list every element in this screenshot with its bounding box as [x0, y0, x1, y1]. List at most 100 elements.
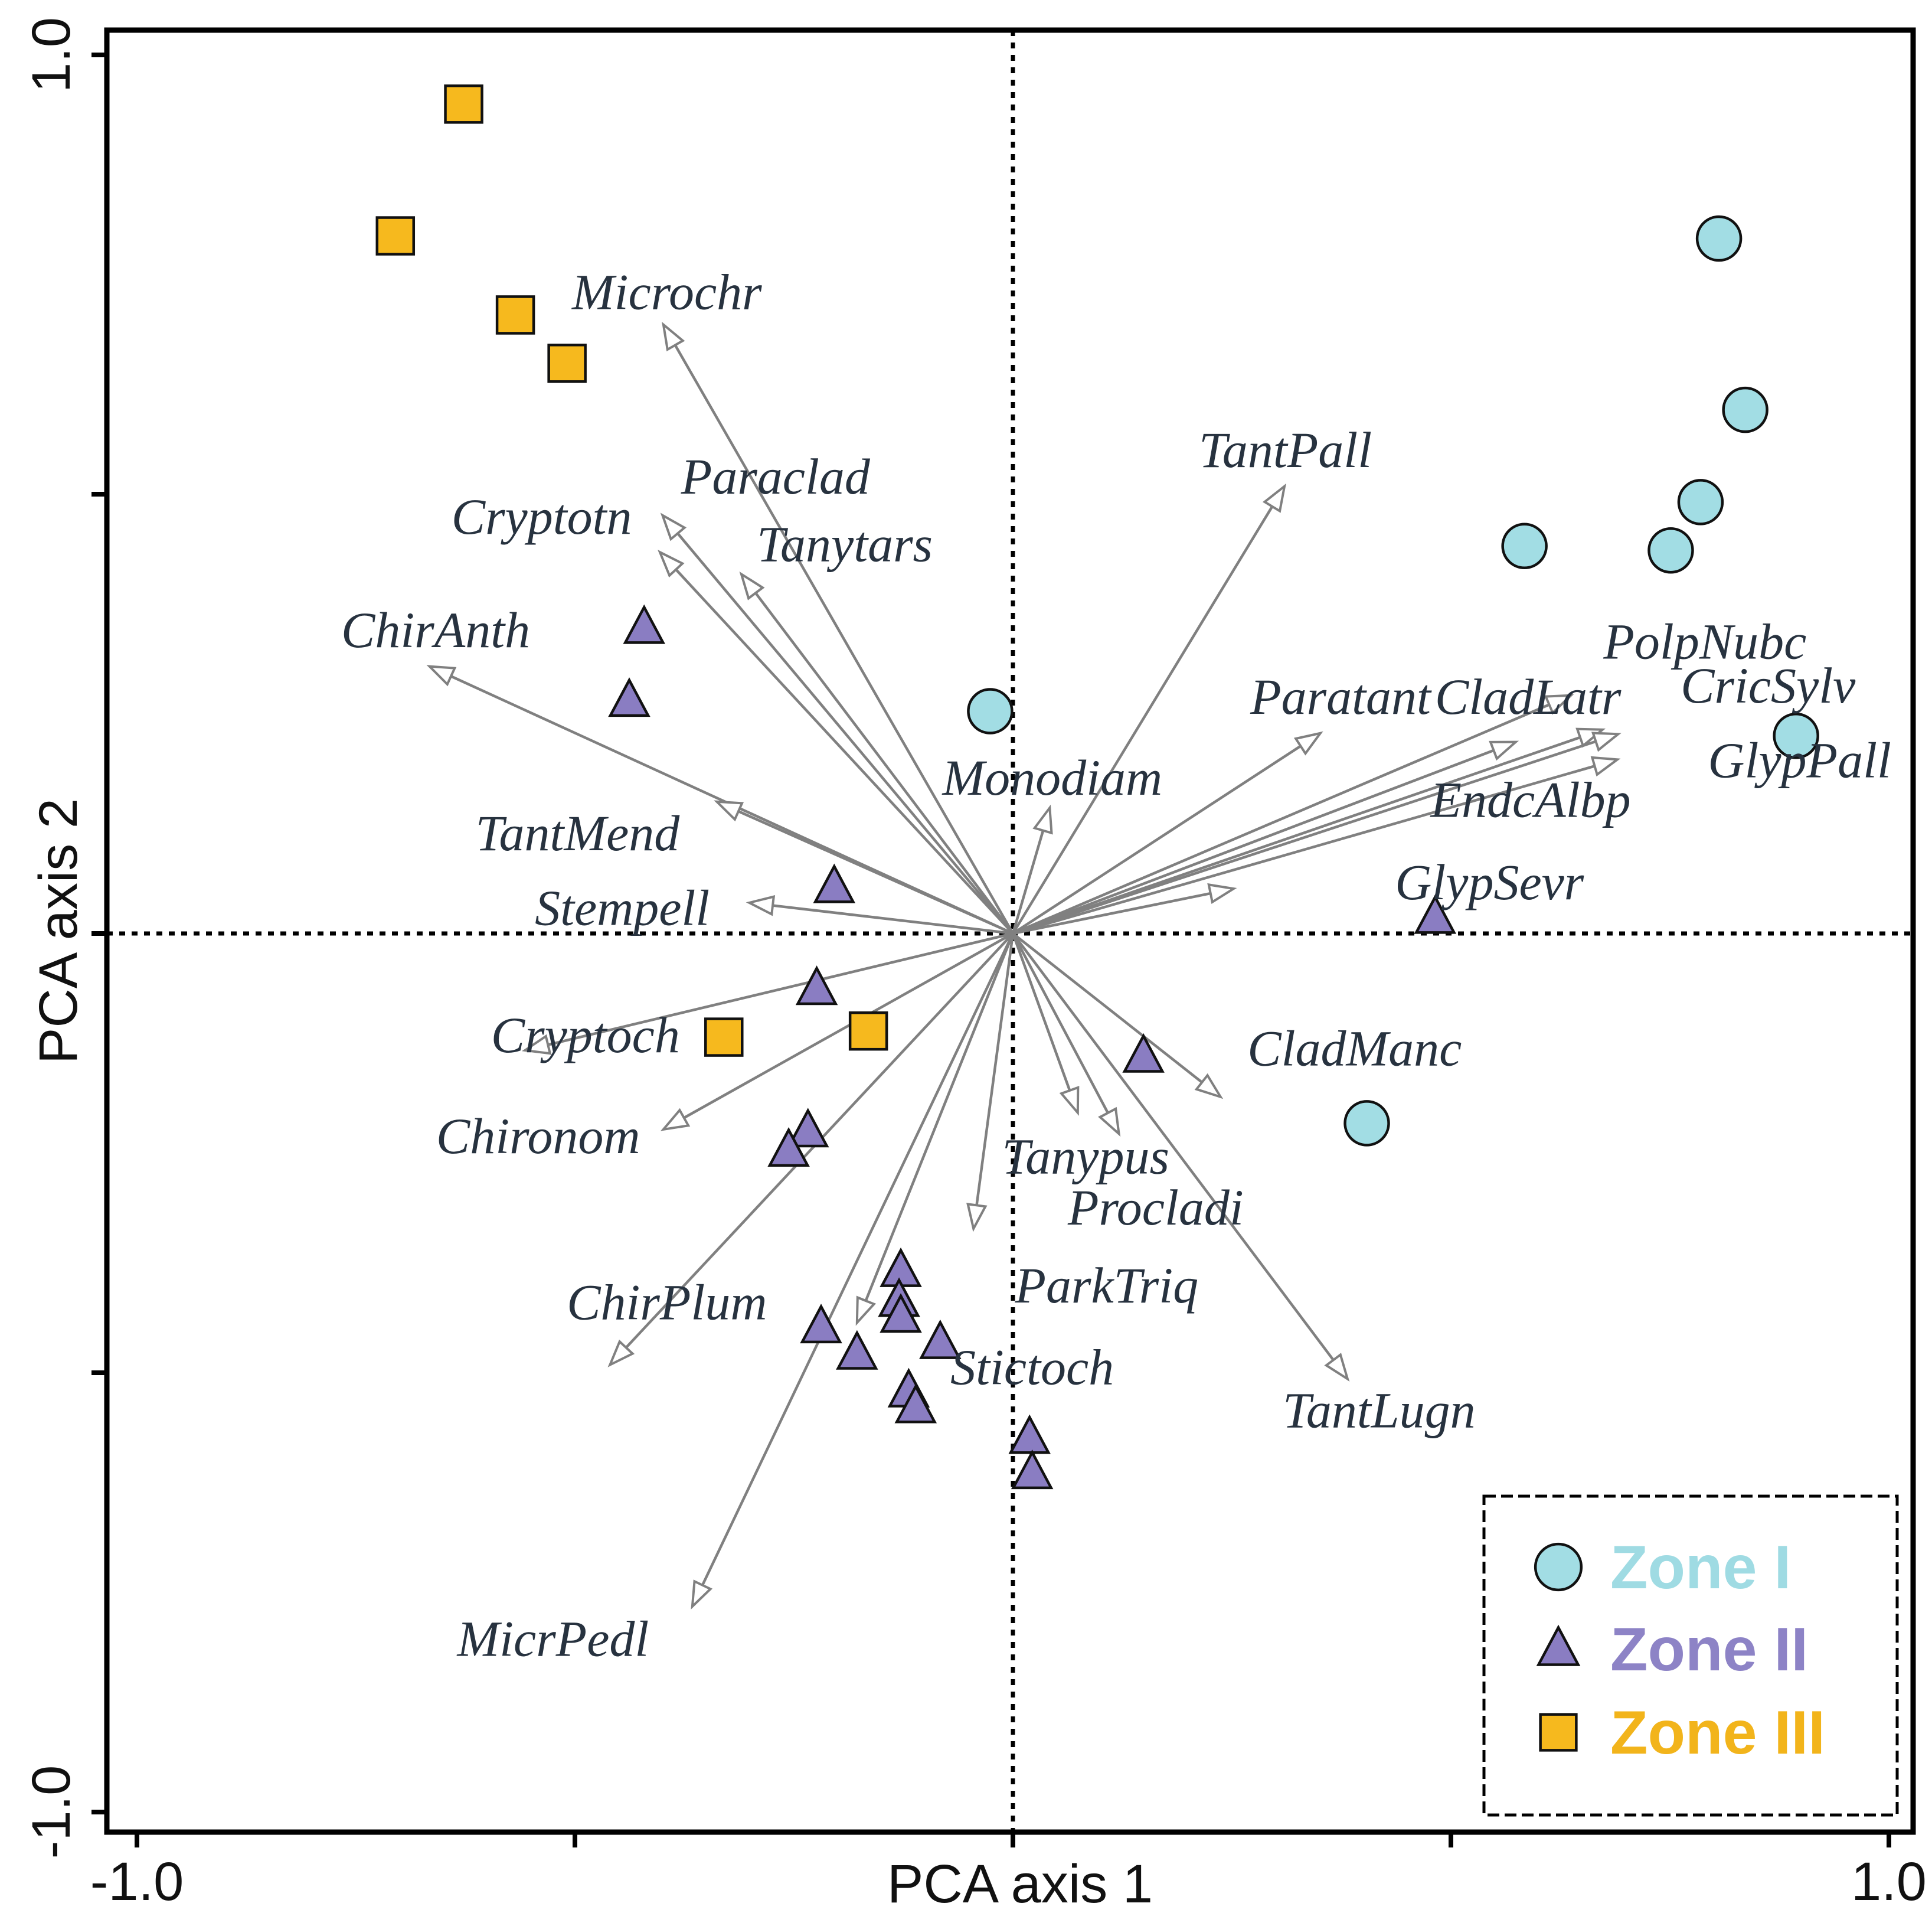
point-zone1-circle — [1695, 215, 1743, 262]
vector-polpnubc — [1012, 736, 1581, 935]
point-zone2-triangle — [1122, 1033, 1165, 1073]
point-zone2-triangle — [880, 1293, 922, 1333]
species-label-cryptoch: Cryptoch — [491, 1007, 680, 1063]
vector-paraclad — [676, 532, 1014, 935]
species-label-procladi: Procladi — [1067, 1179, 1244, 1236]
species-label-paratant: Paratant — [1250, 668, 1432, 725]
vector-head-tantlugn — [1324, 1353, 1350, 1382]
species-vectors — [426, 321, 1622, 1610]
species-label-cladmanc: CladManc — [1247, 1020, 1462, 1076]
x-axis-title: PCA axis 1 — [887, 1854, 1153, 1914]
species-label-tanytars: Tanytars — [757, 515, 933, 572]
point-zone2-triangle — [919, 1319, 962, 1359]
vector-cladlatr — [1012, 703, 1550, 935]
species-label-paraclad: Paraclad — [681, 448, 871, 505]
point-zone1-circle — [1677, 479, 1724, 525]
vector-cladmanc — [1012, 932, 1203, 1083]
species-label-chironom: Chironom — [436, 1108, 640, 1164]
vector-micrpedl — [701, 933, 1015, 1586]
vector-parktriq — [975, 933, 1015, 1206]
species-label-tanypus: Tanypus — [1002, 1128, 1169, 1184]
vector-head-glyppall — [1590, 756, 1621, 777]
vector-head-endcalbp — [1489, 740, 1519, 761]
vector-paratant — [1012, 745, 1302, 935]
species-labels: Microchr Paraclad Cryptotn Tanytars ChirAnth… — [341, 263, 1891, 1667]
vector-tanytars — [754, 592, 1014, 935]
point-zone3-square — [495, 295, 535, 335]
vector-glypsevr — [1012, 892, 1211, 935]
point-zone2-triangle — [813, 863, 856, 903]
vector-cryptoch — [547, 932, 1014, 1046]
point-zone1-circle — [967, 688, 1014, 735]
point-zone3-square — [704, 1017, 744, 1057]
legend: Zone I Zone II Zone III — [1482, 1494, 1899, 1817]
species-label-stempell: Stempell — [535, 879, 710, 936]
vector-stictoch — [864, 933, 1015, 1301]
vector-cricsylv — [1012, 740, 1597, 935]
axis-ticks: -1.0 1.0 -1.0 1.0 — [21, 17, 1927, 1912]
species-label-chiranth: ChirAnth — [341, 602, 530, 658]
x-tick-label: -1.0 — [90, 1852, 184, 1912]
vector-tantmend — [738, 810, 1014, 935]
vector-head-stempell — [746, 895, 776, 916]
species-label-microchr: Microchr — [571, 263, 762, 320]
y-tick-label: -1.0 — [21, 1765, 81, 1859]
vector-head-chirplum — [607, 1339, 635, 1367]
vector-head-procladi — [1098, 1106, 1121, 1137]
species-label-monodiam: Monodiam — [941, 749, 1162, 806]
vector-tantlugn — [1012, 932, 1335, 1361]
vector-monodiam — [1011, 830, 1045, 934]
vector-chironom — [683, 932, 1014, 1119]
legend-circle-icon — [1534, 1542, 1583, 1592]
vector-head-tanytars — [739, 571, 765, 600]
point-zone2-triangle — [786, 1108, 829, 1148]
species-label-chirplum: ChirPlum — [567, 1274, 767, 1330]
vector-microchr — [674, 344, 1014, 935]
point-zone3-square — [375, 216, 416, 256]
vector-head-chiranth — [426, 665, 457, 687]
vector-head-monodiam — [1032, 804, 1053, 835]
species-label-glypsevr: GlypSevr — [1395, 854, 1584, 910]
legend-label-zone: Zone I — [1610, 1533, 1791, 1602]
species-label-endcalbp: EndcAlbp — [1429, 771, 1630, 828]
species-label-tantpall: TantPall — [1199, 422, 1372, 478]
point-zone2-triangle — [1008, 1414, 1051, 1454]
vector-head-paraclad — [660, 512, 687, 541]
vector-tantpall — [1012, 505, 1274, 935]
point-zone2-triangle — [1011, 1450, 1054, 1490]
species-label-parktriq: ParkTriq — [1014, 1257, 1198, 1314]
species-label-tantmend: TantMend — [476, 805, 681, 861]
point-zone2-triangle — [894, 1383, 937, 1424]
point-zone2-triangle — [608, 677, 650, 717]
vector-head-tanypus — [1059, 1085, 1080, 1116]
vector-head-paratant — [1293, 731, 1323, 756]
vector-head-stictoch — [855, 1295, 877, 1326]
vector-head-micrpedl — [691, 1579, 713, 1610]
species-label-tantlugn: TantLugn — [1283, 1382, 1476, 1438]
species-label-cladlatr: CladLatr — [1435, 668, 1622, 725]
vector-head-cryptoch — [521, 1034, 552, 1055]
species-label-cryptotn: Cryptotn — [452, 488, 632, 545]
vector-head-cryptotn — [658, 550, 685, 578]
species-label-cricsylv: CricSylv — [1681, 657, 1856, 714]
point-zone1-circle — [1773, 712, 1819, 759]
point-zone3-square — [444, 84, 483, 124]
vector-head-microchr — [662, 321, 685, 352]
point-zone1-circle — [1647, 527, 1694, 574]
vector-procladi — [1012, 932, 1109, 1114]
species-label-micrpedl: MicrPedl — [456, 1610, 649, 1667]
point-zone1-circle — [1501, 523, 1548, 570]
species-label-glyppall: GlypPall — [1708, 732, 1891, 788]
point-zone2-triangle — [836, 1330, 878, 1370]
point-zone3-square — [848, 1011, 888, 1051]
vector-head-cladlatr — [1544, 694, 1574, 715]
vector-tanypus — [1011, 933, 1071, 1091]
legend-label-zone: Zone III — [1610, 1699, 1825, 1767]
vector-head-chironom — [660, 1108, 691, 1131]
species-label-polpnubc: PolpNubc — [1603, 613, 1806, 670]
legend-triangle-icon — [1536, 1624, 1581, 1666]
species-label-stictoch: Stictoch — [950, 1339, 1114, 1396]
point-zone3-square — [547, 344, 587, 383]
point-zone2-triangle — [767, 1127, 810, 1167]
